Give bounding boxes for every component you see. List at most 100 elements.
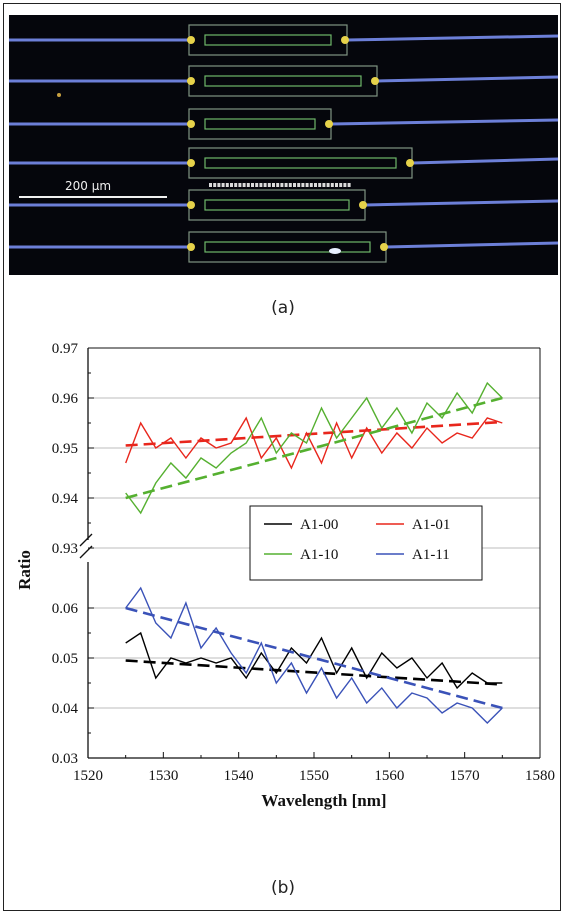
device-core [204, 199, 350, 211]
y-lower-tick-label: 0.05 [52, 651, 78, 667]
speck [57, 93, 61, 97]
y-lower-tick-label: 0.06 [52, 601, 79, 617]
grating-tooth [213, 183, 217, 187]
junction-left [187, 77, 195, 85]
x-tick-label: 1570 [450, 768, 480, 784]
series-line-A1-00 [125, 631, 503, 690]
grating-tooth [343, 183, 347, 187]
grating-tooth [259, 183, 263, 187]
waveguide-right [330, 118, 558, 126]
grating-tooth [267, 183, 271, 187]
x-tick-label: 1540 [224, 768, 254, 784]
ratio-chart: 0.93 0.94 0.95 0.96 0.97 0.03 0.04 0.05 0.06 1520… [15, 341, 555, 810]
junction-right [341, 36, 349, 44]
device-core [204, 118, 316, 130]
legend-label-A1-00: A1-00 [300, 517, 338, 533]
legend-label-A1-10: A1-10 [300, 547, 338, 563]
y-upper-tick-label: 0.97 [52, 341, 79, 357]
legend-box [249, 505, 483, 581]
junction-left [187, 201, 195, 209]
grating-tooth [280, 183, 284, 187]
device-outline [188, 147, 413, 179]
x-tick-label: 1530 [148, 768, 178, 784]
grating-tooth [225, 183, 229, 187]
grating-tooth [309, 183, 313, 187]
grating-tooth [330, 183, 334, 187]
device-core [204, 34, 332, 46]
device-outline [188, 24, 348, 56]
device-core [204, 157, 397, 169]
x-tick-label: 1550 [299, 768, 329, 784]
grating-tooth [221, 183, 225, 187]
grating-tooth [255, 183, 259, 187]
x-tick-label: 1580 [525, 768, 555, 784]
y-lower-tick-label: 0.04 [52, 701, 79, 717]
y-lower-tick-label: 0.03 [52, 751, 78, 767]
waveguide-right [385, 241, 558, 249]
grating-tooth [263, 183, 267, 187]
grating-tooth [301, 183, 305, 187]
grating-tooth [335, 183, 338, 187]
junction-right [371, 77, 379, 85]
grating-tooth [305, 183, 309, 187]
device-outline [188, 108, 332, 140]
device-outline [188, 189, 366, 221]
grating-tooth [217, 183, 221, 187]
waveguide-right [376, 75, 558, 83]
grating-tooth [242, 183, 246, 187]
grating-tooth [326, 183, 330, 187]
legend-label-A1-11: A1-11 [412, 547, 450, 563]
series-line-A1-01 [125, 416, 503, 470]
x-axis-title: Wavelength [nm] [261, 791, 386, 810]
grating-tooth [347, 183, 351, 187]
grating-tooth [230, 183, 233, 187]
grating-tooth [288, 183, 292, 187]
micrograph-panel: 200 μm [9, 15, 558, 275]
grating-tooth [284, 183, 288, 187]
grating-tooth [339, 183, 343, 187]
grating-tooth [238, 183, 242, 187]
device-outline [188, 231, 387, 263]
bright-spot [329, 248, 341, 254]
grating-tooth [272, 183, 275, 187]
fit-line-A1-10 [125, 396, 503, 500]
waveguide-right [346, 34, 558, 42]
device-core [204, 75, 362, 87]
waveguide-right [364, 199, 558, 207]
caption-b: (b) [270, 878, 296, 898]
junction-left [187, 36, 195, 44]
junction-left [187, 159, 195, 167]
waveguide-right [411, 157, 558, 165]
grating-tooth [276, 183, 280, 187]
y-axis-title: Ratio [15, 550, 34, 590]
junction-right [325, 120, 333, 128]
device-outline [188, 65, 378, 97]
grating-tooth [234, 183, 238, 187]
scale-bar [19, 196, 167, 198]
grating-tooth [246, 183, 250, 187]
x-tick-label: 1560 [374, 768, 404, 784]
legend-label-A1-01: A1-01 [412, 517, 450, 533]
grating-tooth [251, 183, 254, 187]
y-upper-tick-label: 0.96 [52, 391, 79, 407]
grating-tooth [209, 183, 212, 187]
junction-left [187, 120, 195, 128]
y-upper-tick-label: 0.95 [52, 441, 78, 457]
y-upper-tick-label: 0.94 [52, 491, 79, 507]
junction-left [187, 243, 195, 251]
figure-frame [3, 3, 561, 911]
device-core [204, 241, 371, 253]
caption-a: (a) [271, 298, 295, 318]
fit-line-A1-11 [125, 606, 503, 710]
grating-tooth [318, 183, 322, 187]
y-upper-tick-label: 0.93 [52, 541, 78, 557]
grating-tooth [297, 183, 301, 187]
scale-bar-label: 200 μm [65, 179, 112, 193]
grating-tooth [314, 183, 317, 187]
junction-right [359, 201, 367, 209]
axis-break-mark [79, 533, 93, 547]
junction-right [406, 159, 414, 167]
junction-right [380, 243, 388, 251]
fit-line-A1-01 [125, 420, 503, 447]
grating-tooth [293, 183, 296, 187]
